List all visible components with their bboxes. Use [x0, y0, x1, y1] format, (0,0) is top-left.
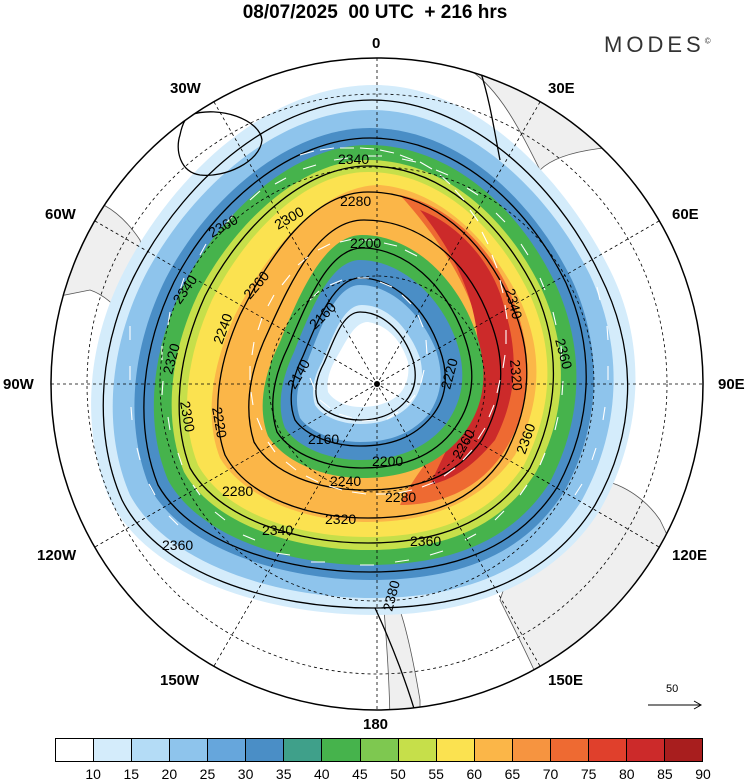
contour-label: 2280: [222, 483, 253, 499]
colorbar-box: [512, 739, 551, 761]
lon-label-60e: 60E: [672, 206, 699, 223]
lon-label-150w: 150W: [160, 672, 200, 689]
colorbar-tick-label: 75: [580, 766, 597, 782]
lon-label-60w: 60W: [45, 206, 76, 223]
brand-name: MODES: [604, 32, 705, 57]
colorbar-box: [170, 739, 209, 761]
contour-label: 2340: [262, 522, 293, 538]
contour-labels: 2340 2280 2200 2360 2300 2340 2260 2240 …: [159, 151, 575, 613]
wind-shading: [91, 85, 636, 615]
colorbar-box: [665, 739, 703, 761]
colorbar-tick-label: 85: [657, 766, 673, 782]
lon-label-150e: 150E: [548, 672, 584, 689]
reference-vector-label: 50: [666, 683, 679, 695]
contour-label: 2220: [209, 406, 230, 440]
lon-label-180: 180: [363, 716, 389, 733]
colorbar-tick-label: 35: [275, 766, 292, 782]
polar-map: 2340 2280 2200 2360 2300 2340 2260 2240 …: [50, 57, 704, 711]
contour-label: 2280: [340, 193, 371, 209]
lon-label-120e: 120E: [672, 547, 708, 564]
colorbar-tick-label: 70: [542, 766, 559, 782]
colorbar-tick-label: 50: [390, 766, 406, 782]
colorbar-ticks: 10 15 20 25 30 35 40 45 50 55 60 65 70 75 80 85 90: [55, 766, 710, 782]
brand-mark: ©: [704, 36, 711, 46]
contour-label: 2320: [159, 341, 183, 375]
contour-label: 2360: [162, 537, 193, 553]
colorbar-tick-label: 60: [466, 766, 483, 782]
colorbar-box: [398, 739, 437, 761]
lon-label-90e: 90E: [718, 376, 745, 393]
colorbar-box: [56, 739, 95, 761]
colorbar-box: [588, 739, 627, 761]
height-contours: [102, 69, 629, 710]
colorbar-tick-label: 55: [428, 766, 444, 782]
colorbar-tick-label: 25: [199, 766, 216, 782]
colorbar-box: [436, 739, 475, 761]
colorbar-tick-label: 65: [504, 766, 521, 782]
contour-label: 2240: [330, 473, 361, 489]
brand-logo: MODES©: [604, 32, 711, 58]
contour-label: 2360: [552, 337, 576, 371]
colorbar-box: [208, 739, 247, 761]
colorbar-box: [550, 739, 589, 761]
colorbar-tick-label: 80: [618, 766, 635, 782]
contour-label: 2340: [502, 287, 526, 321]
lon-label-120w: 120W: [37, 547, 77, 564]
colorbar-box: [360, 739, 399, 761]
lon-label-30e: 30E: [548, 80, 575, 97]
contour-label: 2220: [437, 356, 461, 390]
contour-label: 2200: [350, 235, 381, 251]
contour-label: 2320: [325, 511, 356, 527]
lon-label-30w: 30W: [170, 80, 201, 97]
colorbar-box: [132, 739, 171, 761]
colorbar-box: [322, 739, 361, 761]
colorbar-tick-label: 15: [123, 766, 140, 782]
colorbar-tick-label: 30: [237, 766, 254, 782]
contour-label: 2380: [379, 578, 403, 612]
colorbar-tick-label: 10: [85, 766, 101, 782]
colorbar-box: [626, 739, 665, 761]
map-title: 08/07/2025 00 UTC + 216 hrs: [242, 2, 508, 23]
colorbar-box: [94, 739, 133, 761]
colorbar-tick-label: 45: [352, 766, 368, 782]
contour-label: 2300: [177, 400, 198, 434]
contour-label: 2160: [308, 431, 339, 447]
colorbar-tick-label: 40: [314, 766, 330, 782]
contour-label: 2360: [410, 533, 441, 549]
lon-label-0: 0: [372, 35, 381, 52]
contour-label: 2280: [385, 489, 416, 505]
contour-label: 2200: [372, 453, 403, 469]
map-disc: [51, 58, 703, 710]
contour-label: 2340: [338, 151, 369, 167]
colorbar: [55, 738, 703, 762]
colorbar-box: [284, 739, 323, 761]
colorbar-tick-label: 90: [695, 766, 711, 782]
wind-vectors: [129, 147, 609, 566]
reference-vector-arrow: [648, 700, 703, 710]
contour-label: 2320: [507, 359, 526, 392]
map-boundary: [50, 57, 704, 711]
lon-label-90w: 90W: [3, 376, 34, 393]
colorbar-box: [246, 739, 285, 761]
colorbar-tick-label: 20: [161, 766, 178, 782]
colorbar-box: [474, 739, 513, 761]
